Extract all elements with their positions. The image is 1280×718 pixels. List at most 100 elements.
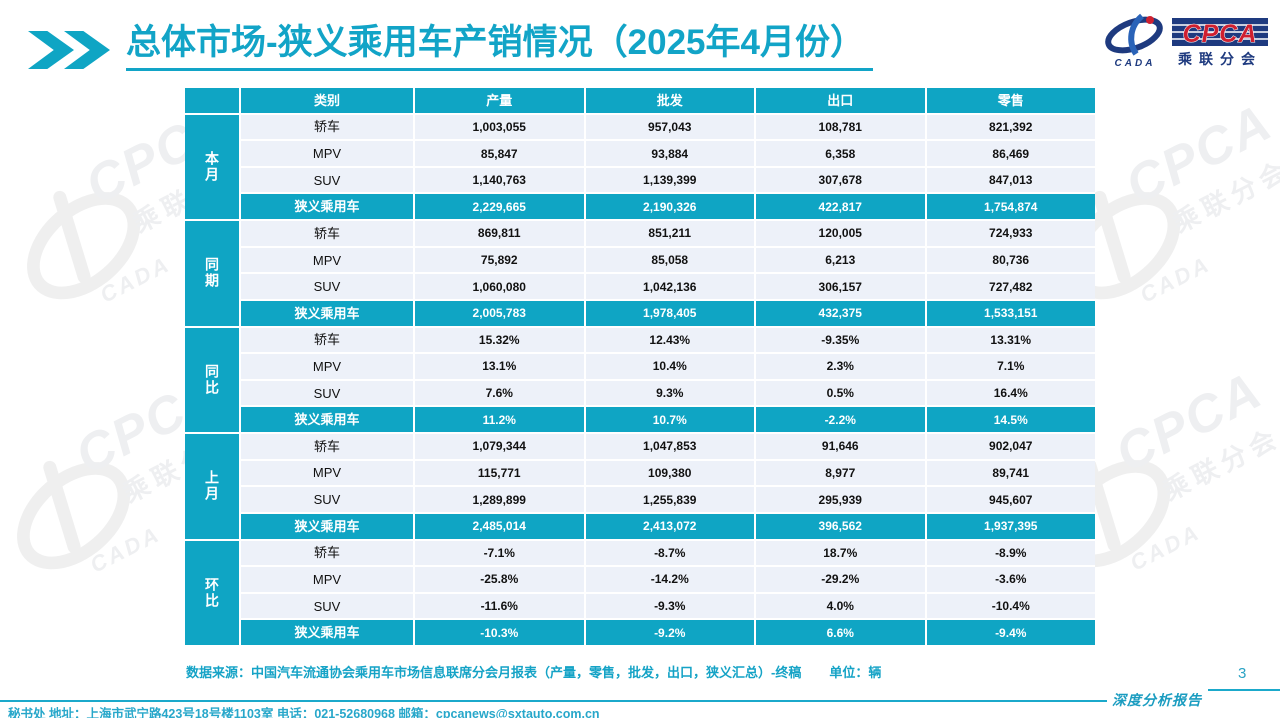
summary-label-same-period: 狭义乘用车 [241,300,413,326]
row-category-same-period: 轿车 [241,221,413,246]
summary-cell-same-period-retail: 1,533,151 [926,300,1095,326]
data-cell-mom-wholesale: -14.2% [585,567,754,592]
summary-cell-last-month-export: 396,562 [756,513,925,539]
source-text: 数据来源：中国汽车流通协会乘用车市场信息联席分会月报表（产量，零售，批发，出口，… [186,665,802,680]
data-cell-this-month-retail: 821,392 [926,114,1095,140]
table-corner-cell [185,88,239,113]
data-cell-mom-retail: -3.6% [926,567,1095,592]
data-cell-this-month-wholesale: 93,884 [585,141,754,166]
summary-cell-this-month-production: 2,229,665 [415,194,584,220]
watermark-stroke-icon [51,189,93,285]
row-category-yoy: 轿车 [241,327,413,353]
data-cell-same-period-export: 120,005 [756,221,925,246]
data-cell-last-month-wholesale: 1,255,839 [585,487,754,512]
data-cell-same-period-retail: 80,736 [926,247,1095,273]
footer-rule [0,700,1107,702]
summary-cell-yoy-wholesale: 10.7% [585,407,754,433]
summary-cell-mom-export: 6.6% [756,620,925,645]
data-cell-yoy-wholesale: 10.4% [585,354,754,379]
watermark-cpca-text: CPCA [1116,93,1280,216]
data-cell-yoy-export: 0.5% [756,380,925,406]
data-cell-mom-wholesale: -8.7% [585,540,754,566]
column-header-export: 出口 [756,88,925,113]
summary-cell-this-month-wholesale: 2,190,326 [585,194,754,220]
data-cell-last-month-wholesale: 1,047,853 [585,434,754,459]
watermark-stroke-icon [41,459,83,555]
data-cell-mom-export: 18.7% [756,540,925,566]
data-cell-this-month-export: 6,358 [756,141,925,166]
column-header-category: 类别 [241,88,413,113]
page-number: 3 [1238,665,1247,682]
data-cell-same-period-wholesale: 85,058 [585,247,754,273]
data-cell-this-month-retail: 86,469 [926,141,1095,166]
row-category-this-month: SUV [241,167,413,193]
data-cell-this-month-production: 1,140,763 [415,167,584,193]
data-cell-yoy-retail: 7.1% [926,354,1095,379]
data-cell-yoy-production: 15.32% [415,327,584,353]
data-cell-last-month-retail: 89,741 [926,460,1095,486]
report-type-label: 深度分析报告 [1112,694,1202,709]
watermark-cada-text: CADA [96,251,175,308]
data-cell-yoy-production: 13.1% [415,354,584,379]
summary-cell-this-month-export: 422,817 [756,194,925,220]
watermark-cada-text: CADA [1126,519,1205,576]
row-category-mom: SUV [241,593,413,619]
logo-cpca-text: CPCA [1183,20,1258,48]
data-cell-last-month-export: 295,939 [756,487,925,512]
data-cell-yoy-export: 2.3% [756,354,925,379]
market-table: 类别 产量 批发 出口 零售 本月 轿车 1,003,055 957,043 108,781 821… [185,88,1095,645]
data-cell-mom-wholesale: -9.3% [585,593,754,619]
data-cell-last-month-export: 8,977 [756,460,925,486]
data-cell-last-month-export: 91,646 [756,434,925,459]
group-label-yoy: 同比 [185,327,239,433]
row-category-yoy: SUV [241,380,413,406]
data-source-note: 数据来源：中国汽车流通协会乘用车市场信息联席分会月报表（产量，零售，批发，出口，… [186,662,881,681]
watermark-cada-text: CADA [86,521,165,578]
watermark-cada-text: CADA [1136,251,1215,308]
data-cell-yoy-wholesale: 12.43% [585,327,754,353]
data-cell-this-month-wholesale: 1,139,399 [585,167,754,193]
summary-cell-last-month-retail: 1,937,395 [926,513,1095,539]
data-cell-last-month-retail: 945,607 [926,487,1095,512]
summary-label-yoy: 狭义乘用车 [241,407,413,433]
summary-cell-last-month-wholesale: 2,413,072 [585,513,754,539]
row-category-this-month: 轿车 [241,114,413,140]
data-cell-this-month-production: 1,003,055 [415,114,584,140]
data-cell-this-month-retail: 847,013 [926,167,1095,193]
summary-label-last-month: 狭义乘用车 [241,513,413,539]
column-header-production: 产量 [415,88,584,113]
data-cell-this-month-export: 307,678 [756,167,925,193]
data-cell-yoy-retail: 16.4% [926,380,1095,406]
chevron-right-icon [28,31,74,69]
unit-text: 单位：辆 [829,665,882,680]
summary-cell-mom-retail: -9.4% [926,620,1095,645]
summary-cell-yoy-retail: 14.5% [926,407,1095,433]
row-category-last-month: SUV [241,487,413,512]
slide-header: 总体市场-狭义乘用车产销情况（2025年4月份） [28,23,873,71]
summary-label-this-month: 狭义乘用车 [241,194,413,220]
data-cell-mom-production: -25.8% [415,567,584,592]
summary-cell-same-period-export: 432,375 [756,300,925,326]
data-cell-this-month-production: 85,847 [415,141,584,166]
summary-cell-mom-wholesale: -9.2% [585,620,754,645]
row-category-yoy: MPV [241,354,413,379]
cpca-logo-graphic: CADA CPCA 乘联分会 [1105,13,1268,69]
column-header-wholesale: 批发 [585,88,754,113]
data-cell-last-month-production: 115,771 [415,460,584,486]
summary-cell-mom-production: -10.3% [415,620,584,645]
group-label-this-month: 本月 [185,114,239,220]
group-label-same-period: 同期 [185,221,239,326]
data-cell-mom-export: 4.0% [756,593,925,619]
data-cell-mom-retail: -8.9% [926,540,1095,566]
data-cell-same-period-export: 6,213 [756,247,925,273]
watermark-branch-text: 乘联分会 [1158,421,1280,507]
row-category-this-month: MPV [241,141,413,166]
row-category-same-period: SUV [241,274,413,299]
data-cell-last-month-production: 1,079,344 [415,434,584,459]
summary-label-mom: 狭义乘用车 [241,620,413,645]
data-cell-same-period-wholesale: 1,042,136 [585,274,754,299]
data-cell-this-month-export: 108,781 [756,114,925,140]
summary-cell-yoy-production: 11.2% [415,407,584,433]
page-title: 总体市场-狭义乘用车产销情况（2025年4月份） [126,23,873,71]
